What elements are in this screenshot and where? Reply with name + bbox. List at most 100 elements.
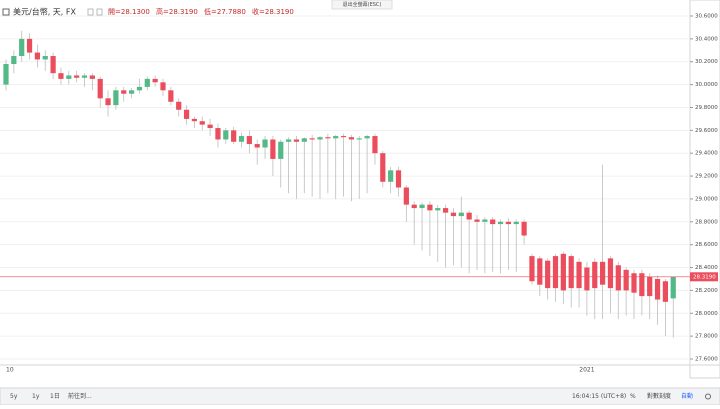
candle-body (537, 258, 543, 285)
candle-body (466, 212, 472, 220)
candle-body (301, 138, 307, 142)
candle-body (207, 124, 213, 129)
candle-body (278, 141, 284, 159)
exit-hint-box[interactable] (331, 0, 393, 10)
clock: 16:04:15 (UTC+8) (572, 393, 626, 400)
candle-body (42, 56, 48, 60)
y-tick-label: 28.8000 (695, 219, 718, 225)
candle-body (443, 208, 449, 213)
y-tick-label: 29.6000 (695, 128, 718, 134)
range-button[interactable]: 5y (10, 393, 18, 400)
candle-body (670, 276, 676, 299)
candle-body (576, 261, 582, 289)
candle-body (395, 170, 402, 188)
candle-body (419, 204, 425, 209)
candle-body (529, 256, 535, 282)
candle-body (129, 90, 135, 94)
range-button[interactable]: 1y (32, 393, 40, 400)
y-tick-label: 29.8000 (695, 105, 718, 111)
candle-body (97, 78, 103, 99)
exit-hint[interactable]: 退出全螢幕(ESC) (343, 1, 382, 8)
candle-body (435, 208, 441, 211)
y-tick-label: 29.4000 (695, 151, 718, 157)
candle-body (89, 75, 95, 79)
symbol: 美元/台幣, 天, FX (13, 7, 76, 17)
candle-body (317, 137, 323, 140)
candle-body (26, 38, 33, 53)
candle-body (183, 109, 190, 119)
ohlc-label: 收=28.3190 (252, 7, 294, 16)
icon[interactable] (87, 8, 94, 16)
candle-body (270, 139, 276, 159)
candle-body (388, 170, 394, 182)
goto-button[interactable]: 前往到... (68, 392, 92, 400)
candle-body (333, 136, 339, 139)
candle-body (152, 78, 158, 83)
y-tick-label: 29.0000 (695, 196, 718, 202)
candle-body (607, 258, 614, 289)
candle-body (505, 221, 511, 225)
candle-body (19, 38, 25, 57)
candle-body (223, 130, 229, 140)
candle-body (113, 90, 119, 106)
candle-body (144, 78, 150, 87)
log-button[interactable]: 對數刻度 (647, 392, 671, 400)
candle-body (380, 153, 386, 182)
candle-body (403, 187, 409, 205)
candle-body (364, 136, 370, 139)
candle-body (50, 56, 56, 74)
candle-body (160, 82, 166, 91)
candle-body (372, 136, 378, 154)
candle-body (568, 256, 574, 289)
candle-body (545, 260, 551, 289)
y-tick-label: 30.4000 (695, 36, 718, 42)
candle-body (293, 139, 300, 142)
candle-body (340, 136, 347, 138)
icon[interactable] (96, 8, 103, 16)
y-tick-label: 28.6000 (695, 242, 718, 248)
candle-body (11, 56, 17, 65)
candle-body (238, 136, 245, 142)
range-button[interactable]: 1日 (50, 393, 60, 400)
candle-body (74, 75, 80, 78)
candle-body (356, 138, 362, 140)
candle-body (199, 121, 205, 125)
candle-body (662, 281, 668, 302)
candle-body (490, 219, 496, 225)
ohlc-label: 低=27.7880 (204, 7, 246, 16)
candle-body (191, 118, 197, 122)
candle-body (58, 73, 64, 79)
candle-body (411, 204, 417, 209)
candle-body (513, 221, 519, 225)
auto-button[interactable]: 自動 (681, 392, 693, 400)
candle-body (121, 90, 127, 94)
candle-body (600, 261, 606, 285)
candle-body (654, 278, 661, 300)
y-tick-label: 27.8000 (695, 334, 718, 340)
x-tick-label: 10 (6, 367, 14, 374)
candle-body (286, 139, 292, 142)
settings-icon[interactable] (705, 393, 711, 400)
candle-body (3, 64, 9, 85)
collapse-icon[interactable] (2, 8, 10, 16)
candle-body (176, 101, 182, 110)
candle-body (246, 136, 252, 145)
percent-button[interactable]: % (630, 393, 636, 400)
candle-body (615, 265, 621, 291)
candle-body (325, 137, 331, 139)
y-tick-label: 29.2000 (695, 174, 718, 180)
last-price-tag (690, 272, 718, 282)
y-tick-label: 30.6000 (695, 14, 718, 20)
y-tick-label: 28.2000 (695, 288, 718, 294)
candle-body (34, 52, 40, 60)
candle-body (105, 98, 111, 106)
candle-body (497, 221, 504, 225)
candle-body (631, 273, 637, 293)
candle-body (66, 75, 72, 79)
candle-body (427, 204, 433, 211)
x-tick-label: 2021 (579, 367, 594, 374)
candle-body (262, 139, 268, 148)
y-tick-label: 30.0000 (695, 82, 718, 88)
